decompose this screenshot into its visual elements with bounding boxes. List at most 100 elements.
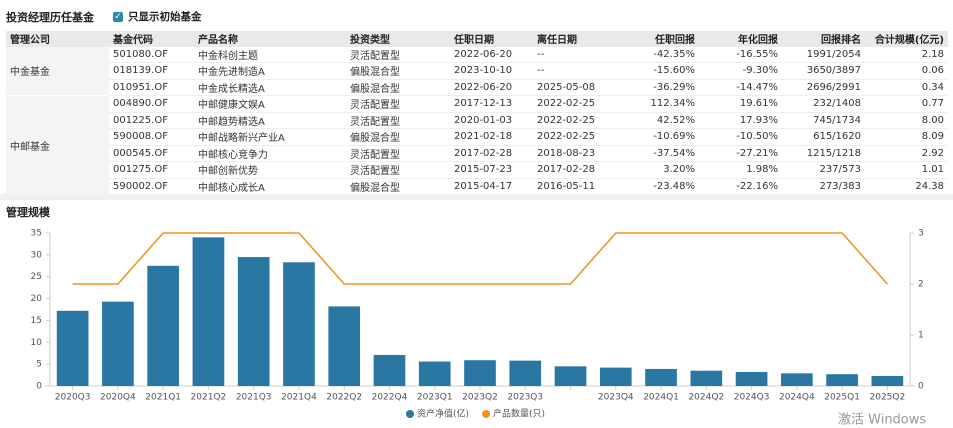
chart: 管理规模 激活 Windows 0 5 10 15 20 25 30 35 0 1 2 3 2020Q3… xyxy=(6,205,926,428)
column-header: 管理公司 xyxy=(6,31,109,47)
table-cell: 010951.OF xyxy=(109,79,194,96)
y-tick-label: 15 xyxy=(31,316,42,326)
table-cell: 中金科创主题 xyxy=(194,46,346,63)
bar xyxy=(102,301,134,386)
table-cell: -16.55% xyxy=(699,46,782,63)
table-cell: 018139.OF xyxy=(109,62,194,80)
table-cell: 42.52% xyxy=(616,112,699,129)
table-cell: 2696/2991 xyxy=(782,79,865,96)
table-cell: 2025-05-08 xyxy=(533,79,616,96)
table-cell: 灵活配置型 xyxy=(346,112,450,129)
table-cell: 8.00 xyxy=(865,112,948,129)
table-cell: -42.35% xyxy=(616,46,699,63)
table-cell: 2022-02-25 xyxy=(533,95,616,113)
column-header: 回报排名 xyxy=(782,31,865,47)
table-cell: -9.30% xyxy=(699,62,782,80)
x-tick-label: 2023Q1 xyxy=(417,393,453,403)
y-tick-label: 10 xyxy=(31,338,43,348)
table-cell: -15.60% xyxy=(616,62,699,80)
x-tick-label: 2023Q4 xyxy=(598,393,634,403)
table-cell: 偏股混合型 xyxy=(346,128,450,146)
x-tick-label: 2023Q2 xyxy=(462,393,498,403)
table-cell: -10.69% xyxy=(616,128,699,146)
table-cell: 1.98% xyxy=(699,161,782,179)
bar xyxy=(418,361,451,386)
separator xyxy=(0,194,953,200)
table-cell: 273/383 xyxy=(782,178,865,195)
bar xyxy=(283,262,315,386)
column-header: 任职回报 xyxy=(616,31,699,47)
table-row: 010951.OF 中金成长精选A 偏股混合型 2022-06-20 2025-05-0… xyxy=(6,79,948,96)
table-cell: 中金成长精选A xyxy=(194,79,346,96)
table-cell: 2022-06-20 xyxy=(450,79,533,96)
table-cell: 灵活配置型 xyxy=(346,145,450,162)
bar xyxy=(690,370,723,386)
table-cell: -14.47% xyxy=(699,79,782,96)
table-cell: 2022-02-25 xyxy=(533,128,616,146)
table-cell: 2017-02-28 xyxy=(533,161,616,179)
table-cell: 2015-04-17 xyxy=(450,178,533,195)
bar xyxy=(147,265,179,386)
table-cell: -37.54% xyxy=(616,145,699,162)
table-header: 管理公司 基金代码 产品名称 投资类型 任职日期 离任日期 任职回报 年化回报 回报排名 合计规模… xyxy=(6,31,948,47)
table-cell: 偏股混合型 xyxy=(346,79,450,96)
column-header: 产品名称 xyxy=(194,31,346,47)
table-cell: 2020-01-03 xyxy=(450,112,533,129)
company-cell: 中邮基金 xyxy=(6,95,109,195)
table-cell: 237/573 xyxy=(782,161,865,179)
section-title: 投资经理历任基金 xyxy=(6,11,94,24)
watermark: 激活 Windows xyxy=(838,413,926,428)
y2-tick-label: 2 xyxy=(918,280,924,290)
table-cell: 112.34% xyxy=(616,95,699,113)
table-cell: 2.92 xyxy=(865,145,948,162)
x-tick-label: 2024Q4 xyxy=(779,393,815,403)
y-tick-label: 20 xyxy=(31,294,43,304)
table-cell: -- xyxy=(533,62,616,80)
bar xyxy=(554,366,587,386)
table-cell: 745/1734 xyxy=(782,112,865,129)
table-cell: -- xyxy=(533,46,616,63)
table-cell: 2017-02-28 xyxy=(450,145,533,162)
table-cell: 2016-05-11 xyxy=(533,178,616,195)
table-cell: 1215/1218 xyxy=(782,145,865,162)
table-cell: 001275.OF xyxy=(109,161,194,179)
x-tick-label: 2025Q2 xyxy=(870,393,906,403)
table-cell: 2022-06-20 xyxy=(450,46,533,63)
y2-tick-label: 3 xyxy=(918,229,924,239)
table-cell: -22.16% xyxy=(699,178,782,195)
table-cell: 中邮健康文娱A xyxy=(194,95,346,113)
y-tick-label: 5 xyxy=(36,360,42,370)
table-cell: 590002.OF xyxy=(109,178,194,195)
table-row: 590008.OF 中邮战略新兴产业A 偏股混合型 2021-02-18 2022-02… xyxy=(6,128,948,146)
table-cell: 004890.OF xyxy=(109,95,194,113)
bar xyxy=(781,373,813,386)
table-cell: 615/1620 xyxy=(782,128,865,146)
x-tick-label: 2024Q1 xyxy=(643,393,679,403)
table-row: 018139.OF 中金先进制造A 偏股混合型 2023-10-10 -- -15.60%… xyxy=(6,62,948,80)
chart-title: 管理规模 xyxy=(6,205,51,219)
x-tick-label: 2024Q3 xyxy=(734,393,770,403)
column-header: 合计规模(亿元) xyxy=(865,31,948,47)
legend-marker xyxy=(482,410,491,418)
table-cell: 2023-10-10 xyxy=(450,62,533,80)
y-tick-label: 25 xyxy=(31,272,42,282)
table-cell: 2018-08-23 xyxy=(533,145,616,162)
x-tick-label: 2021Q2 xyxy=(191,393,227,403)
table-cell: 2022-02-25 xyxy=(533,112,616,129)
table-cell: 偏股混合型 xyxy=(346,62,450,80)
legend-label: 资产净值(亿) xyxy=(417,408,469,420)
checkbox[interactable]: ✓ xyxy=(113,11,123,22)
table-cell: 1991/2054 xyxy=(782,46,865,63)
bar xyxy=(871,375,904,386)
legend-marker xyxy=(406,410,414,418)
table-cell: 17.93% xyxy=(699,112,782,129)
table-cell: -27.21% xyxy=(699,145,782,162)
table-cell: 8.09 xyxy=(865,128,948,146)
table-cell: 中邮创新优势 xyxy=(194,161,346,179)
table-cell: 19.61% xyxy=(699,95,782,113)
table-cell: 2.18 xyxy=(865,46,948,63)
filter-checkbox[interactable]: ✓ 只显示初始基金 xyxy=(113,9,202,24)
y-tick-label: 30 xyxy=(31,250,43,260)
table-cell: 2015-07-23 xyxy=(450,161,533,179)
table-cell: 2021-02-18 xyxy=(450,128,533,146)
